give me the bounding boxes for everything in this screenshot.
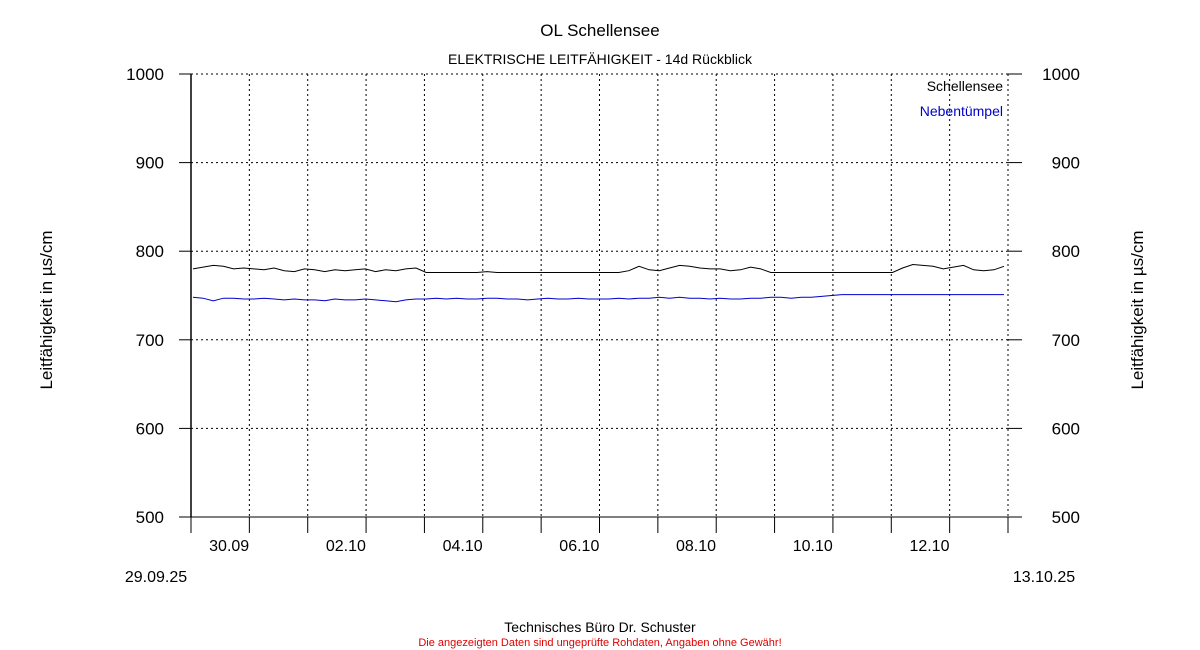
y-ticks-right: 500 600 700 800 900 1000 [1008,65,1080,527]
series-line-nebentuempel [192,294,1004,303]
legend-nebentuempel: Nebentümpel [920,103,1003,119]
y-axis-label-right: Leitfähigkeit in µs/cm [1128,230,1147,389]
y-tick-label-left: 700 [136,331,164,350]
x-tick-label: 30.09 [209,538,249,555]
x-start-date: 29.09.25 [125,569,187,586]
x-tick-label: 08.10 [676,538,716,555]
x-tick-label: 12.10 [909,538,949,555]
x-end-date: 13.10.25 [1013,569,1075,586]
y-tick-label-right: 500 [1052,508,1080,527]
x-tick-label: 06.10 [559,538,599,555]
chart-subtitle: ELEKTRISCHE LEITFÄHIGKEIT - 14d Rückblic… [448,51,753,67]
x-tick-label: 02.10 [326,538,366,555]
y-tick-label-left: 500 [136,508,164,527]
y-ticks-left: 500 600 700 800 900 1000 [126,65,191,527]
y-tick-label-right: 900 [1052,154,1080,173]
x-ticks: 30.09 02.10 04.10 06.10 08.10 10.10 12.10 [190,517,1009,555]
series-line-schellensee [192,263,1005,273]
legend-schellensee: Schellensee [927,78,1003,94]
y-tick-label-left: 900 [136,154,164,173]
y-tick-label-right: 700 [1052,331,1080,350]
footer-company: Technisches Büro Dr. Schuster [504,619,696,635]
x-tick-label: 10.10 [793,538,833,555]
y-tick-label-left: 600 [136,419,164,438]
y-tick-label-left: 1000 [126,65,164,84]
y-tick-label-right: 1000 [1042,65,1080,84]
y-tick-label-left: 800 [136,242,164,261]
grid-lines [191,73,1009,517]
series-layer [192,263,1005,303]
y-tick-label-right: 600 [1052,419,1080,438]
footer-disclaimer: Die angezeigten Daten sind ungeprüfte Ro… [418,637,781,649]
chart-title: OL Schellensee [540,21,659,40]
y-axis-label-left: Leitfähigkeit in µs/cm [37,230,56,389]
x-tick-label: 04.10 [443,538,483,555]
y-tick-label-right: 800 [1052,242,1080,261]
